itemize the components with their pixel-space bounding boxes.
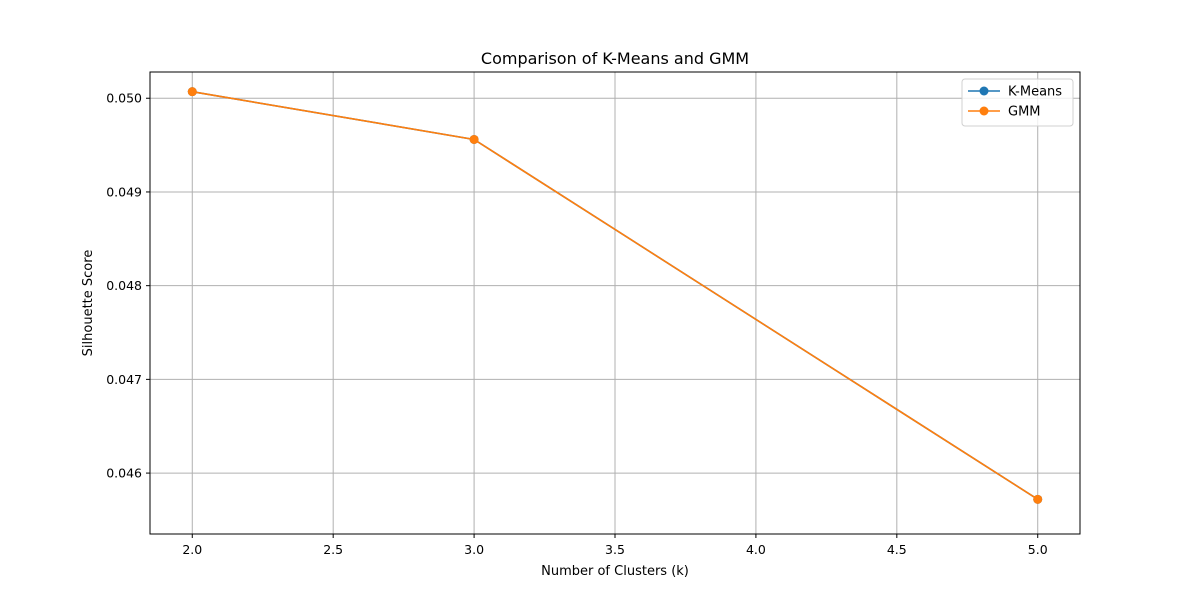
x-axis-label: Number of Clusters (k) (541, 564, 689, 579)
legend-label: K-Means (1008, 85, 1062, 100)
y-tick-label: 0.050 (106, 91, 142, 106)
data-point (1033, 494, 1043, 504)
x-tick-label: 2.5 (323, 542, 343, 557)
y-tick-label: 0.046 (106, 466, 142, 481)
y-tick-label: 0.048 (106, 278, 142, 293)
legend-marker (979, 86, 989, 96)
series-layer (187, 87, 1043, 504)
y-axis-label: Silhouette Score (81, 250, 96, 357)
x-tick-label: 3.5 (605, 542, 625, 557)
legend: K-Means GMM (961, 78, 1074, 127)
x-tick-label: 5.0 (1028, 542, 1048, 557)
x-tick-label: 4.0 (746, 542, 766, 557)
grid (150, 72, 1080, 534)
data-point (469, 134, 479, 144)
chart-title: Comparison of K-Means and GMM (481, 49, 749, 68)
data-point (187, 87, 197, 97)
legend-marker (979, 106, 989, 116)
x-tick-label: 4.5 (887, 542, 907, 557)
x-tick-label: 3.0 (464, 542, 484, 557)
y-tick-label: 0.047 (106, 372, 142, 387)
legend-label: GMM (1008, 105, 1041, 120)
ticks: 2.0 2.5 3.0 3.5 4.0 4.5 5.0 0.046 0.047 0.048 0.04… (106, 91, 1048, 557)
x-tick-label: 2.0 (182, 542, 202, 557)
y-tick-label: 0.049 (106, 184, 142, 199)
